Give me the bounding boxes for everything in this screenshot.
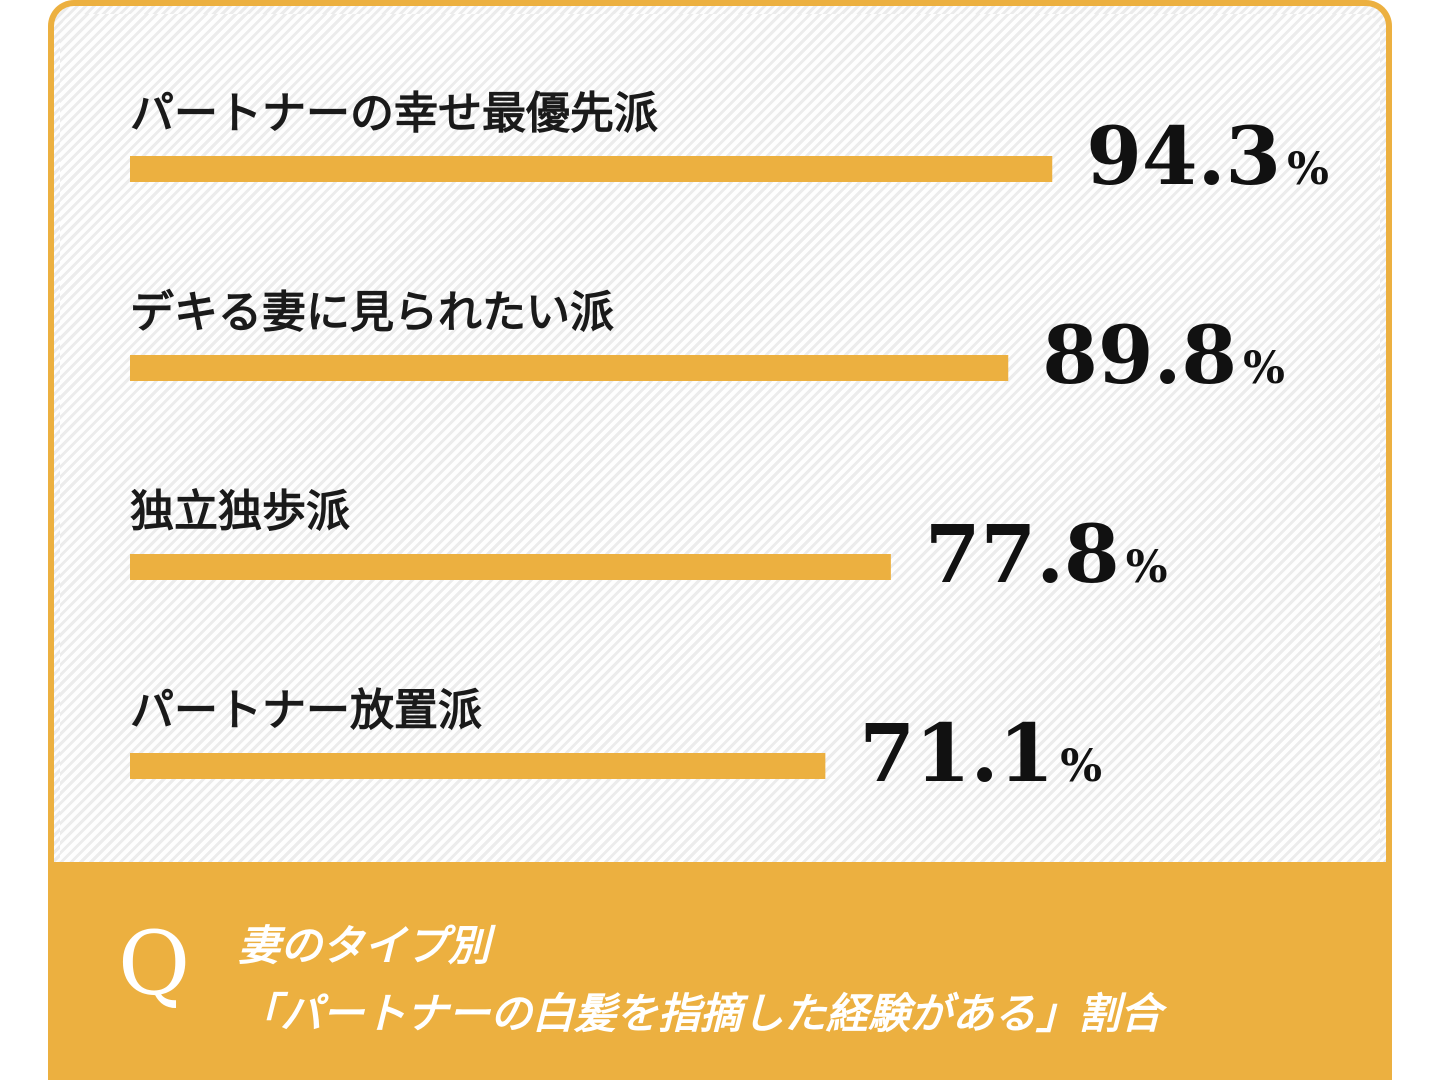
question-subtitle: 「パートナーの白髪を指摘した経験がある」割合 [238, 989, 1163, 1038]
bar-label: 独立独歩派 [130, 486, 350, 537]
data-label-unit: % [1060, 741, 1102, 792]
chart-panel [60, 14, 1380, 862]
bar-label: デキる妻に見られたい派 [130, 287, 614, 338]
bar-label: パートナー放置派 [130, 685, 482, 736]
question-title: 妻のタイプ別 [238, 921, 491, 970]
bar [130, 753, 826, 779]
data-label: 77.8 [925, 507, 1120, 601]
bar [130, 355, 1009, 381]
bar-label: パートナーの幸せ最優先派 [130, 88, 658, 139]
data-label-unit: % [1243, 343, 1285, 394]
bar-chart: パートナーの幸せ最優先派 94.3 % デキる妻に見られたい派 89.8 % 独立独歩派 77… [130, 88, 1329, 800]
data-label: 94.3 [1086, 109, 1281, 203]
bar [130, 156, 1053, 182]
question-footer: Q 妻のタイプ別 「パートナーの白髪を指摘した経験がある」割合 [48, 862, 1392, 1080]
data-label-unit: % [1126, 542, 1168, 593]
question-mark: Q [118, 912, 191, 1015]
data-label: 71.1 [859, 706, 1054, 800]
data-label: 89.8 [1042, 308, 1237, 402]
data-label-unit: % [1287, 144, 1329, 195]
bar [130, 554, 891, 580]
